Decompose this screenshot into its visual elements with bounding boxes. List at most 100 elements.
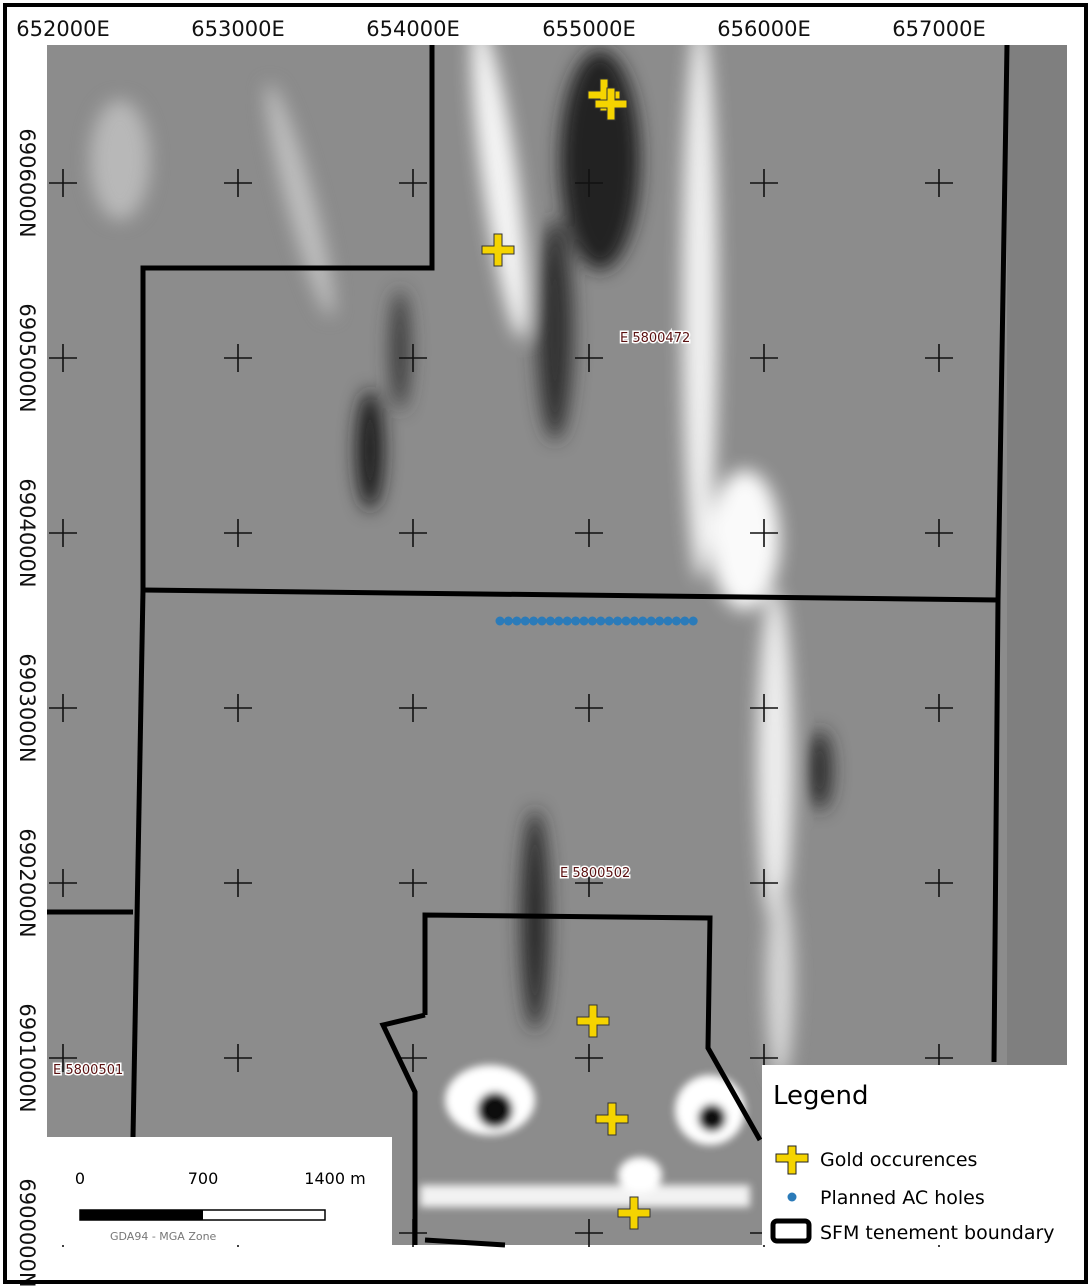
easting-label: 652000E <box>16 17 109 41</box>
gold-cross <box>595 1102 629 1136</box>
legend-item: Planned AC holes <box>820 1187 985 1209</box>
ac-hole <box>646 616 656 626</box>
northing-label: 6906000N <box>15 128 39 237</box>
easting-label: 656000E <box>717 17 810 41</box>
ac-hole <box>579 616 589 626</box>
ac-hole <box>638 616 648 626</box>
grid-cross <box>399 869 427 897</box>
grid-cross <box>224 869 252 897</box>
grid-cross <box>750 169 778 197</box>
tenement-label: E 5800501 <box>53 1063 123 1078</box>
grid-cross <box>575 869 603 897</box>
northing-label: 6904000N <box>15 478 39 587</box>
scale-label: 0 <box>75 1169 85 1188</box>
ac-hole <box>621 616 631 626</box>
grid-cross <box>750 344 778 372</box>
ac-hole <box>596 616 606 626</box>
northing-label: 6901000N <box>15 1003 39 1112</box>
legend-dot-icon <box>787 1192 797 1202</box>
scale-bar: 0 700 1400 m GDA94 - MGA Zone <box>47 1137 392 1245</box>
ac-hole <box>520 616 530 626</box>
legend-box <box>762 1065 1067 1245</box>
ac-hole <box>562 616 572 626</box>
ac-hole <box>503 616 513 626</box>
grid-cross <box>925 169 953 197</box>
tenement-label: E 5800472 <box>620 331 690 346</box>
scale-box <box>47 1137 392 1245</box>
ac-hole <box>545 616 555 626</box>
scale-label: 1400 m <box>304 1169 365 1188</box>
grid-cross <box>925 869 953 897</box>
grid-cross <box>925 344 953 372</box>
scale-bar-fill <box>80 1210 203 1220</box>
northing-label: 6903000N <box>15 653 39 762</box>
grid-cross <box>399 694 427 722</box>
ac-hole <box>688 616 698 626</box>
grid-cross <box>224 344 252 372</box>
grid-cross <box>224 694 252 722</box>
ac-hole <box>680 616 690 626</box>
scale-label: 700 <box>188 1169 219 1188</box>
northing-label: 6905000N <box>15 303 39 412</box>
ac-hole <box>571 616 581 626</box>
gold-cross <box>576 1004 610 1038</box>
grid-cross <box>399 169 427 197</box>
ac-hole <box>671 616 681 626</box>
imagery <box>47 45 1067 1245</box>
grid-cross <box>49 519 77 547</box>
grid-cross <box>49 344 77 372</box>
grid-crosses <box>49 169 953 1247</box>
ac-hole <box>512 616 522 626</box>
gold-occurrences <box>481 78 651 1230</box>
ac-hole <box>537 616 547 626</box>
legend-gold-icon <box>775 1145 809 1175</box>
grid-cross <box>575 1044 603 1072</box>
grid-cross <box>224 169 252 197</box>
ac-hole <box>529 616 539 626</box>
grid-cross <box>399 519 427 547</box>
ac-hole <box>604 616 614 626</box>
easting-label: 654000E <box>366 17 459 41</box>
ac-hole <box>655 616 665 626</box>
tenement-label: E 5800502 <box>560 866 630 881</box>
northing-label: 6900000N <box>15 1178 39 1286</box>
grid-cross <box>49 1044 77 1072</box>
legend-item: SFM tenement boundary <box>820 1222 1055 1244</box>
gold-cross <box>617 1196 651 1230</box>
grid-cross <box>575 694 603 722</box>
ac-hole <box>629 616 639 626</box>
grid-cross <box>575 1219 603 1247</box>
grid-cross <box>575 169 603 197</box>
legend: Legend Gold occurences Planned AC holes … <box>762 1065 1067 1245</box>
grid-cross <box>399 344 427 372</box>
grid-cross <box>49 694 77 722</box>
easting-label: 653000E <box>191 17 284 41</box>
grid-cross <box>399 1044 427 1072</box>
grid-cross <box>49 169 77 197</box>
grid-cross <box>750 519 778 547</box>
northing-label: 6902000N <box>15 828 39 937</box>
ac-hole <box>663 616 673 626</box>
ac-holes <box>495 616 698 626</box>
grid-cross <box>925 694 953 722</box>
axis-labels: 652000E 653000E 654000E 655000E 656000E 65700… <box>15 17 986 1286</box>
legend-title: Legend <box>773 1081 869 1111</box>
grid-cross <box>224 519 252 547</box>
grid-cross <box>575 519 603 547</box>
gold-cross <box>594 87 628 121</box>
ac-hole <box>587 616 597 626</box>
grid-cross <box>925 519 953 547</box>
tenement-boundaries <box>47 44 1010 1248</box>
ac-hole <box>554 616 564 626</box>
frame <box>3 3 1088 1284</box>
grid-cross <box>750 869 778 897</box>
ac-hole <box>613 616 623 626</box>
grid-cross <box>575 344 603 372</box>
easting-label: 655000E <box>542 17 635 41</box>
grid-cross <box>224 1044 252 1072</box>
ac-hole <box>495 616 505 626</box>
gold-cross <box>481 233 515 267</box>
legend-item: Gold occurences <box>820 1149 977 1171</box>
